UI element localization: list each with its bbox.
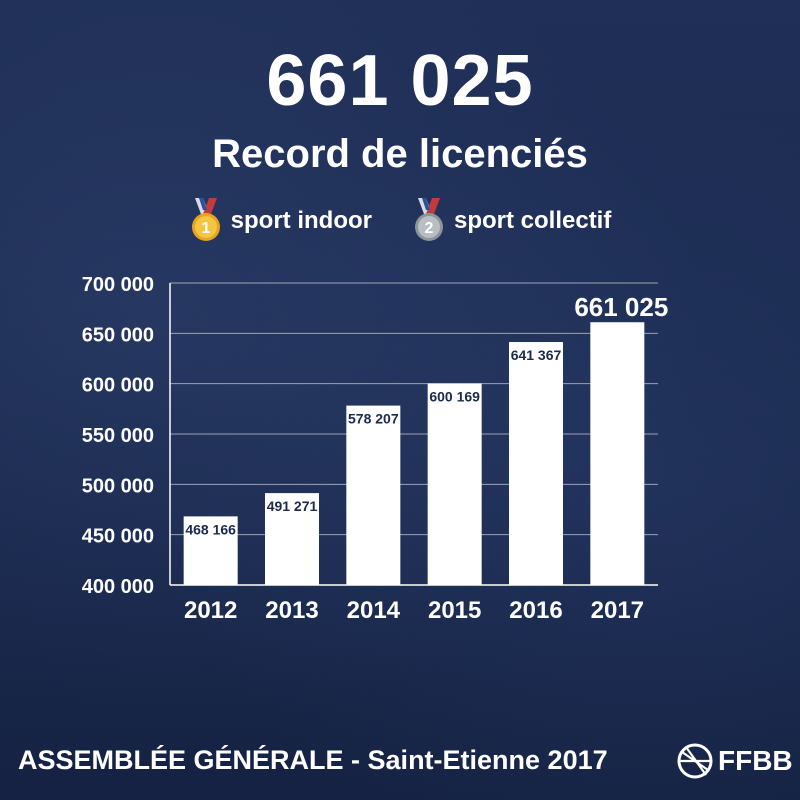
x-tick-label: 2013 [265, 597, 318, 624]
data-label: 578 207 [348, 411, 399, 427]
y-tick-label: 700 000 [82, 274, 154, 296]
medal-label-indoor: sport indoor [230, 207, 372, 234]
x-tick-label: 2016 [509, 597, 562, 624]
data-label: 661 025 [574, 292, 668, 322]
logo-text: FFBB [718, 745, 793, 776]
headline-number: 661 025 [266, 41, 534, 121]
y-tick-label: 600 000 [82, 375, 154, 397]
silver-medal-icon: 2 [414, 198, 443, 241]
medal-item-silver: 2 sport collectif [412, 198, 611, 244]
y-tick-label: 400 000 [82, 576, 154, 598]
y-tick-label: 450 000 [82, 526, 154, 548]
bar [183, 516, 238, 585]
medal-legend: 1 sport indoor 2 sport collectif [0, 198, 800, 244]
x-tick-label: 2015 [428, 597, 481, 624]
gold-medal-icon: 1 [191, 198, 220, 241]
footer-event-title: ASSEMBLÉE GÉNÉRALE - Saint-Etienne 2017 [18, 745, 608, 775]
data-label: 600 169 [429, 388, 480, 404]
y-tick-label: 550 000 [82, 425, 154, 447]
data-label: 641 367 [511, 347, 562, 363]
bar [509, 342, 563, 585]
bar [265, 493, 319, 585]
bar [427, 383, 482, 585]
basketball-icon [677, 743, 713, 779]
data-label: 491 271 [267, 498, 318, 514]
data-label: 468 166 [185, 521, 236, 537]
page-subtitle: Record de licenciés [212, 132, 588, 176]
x-tick-label: 2017 [591, 597, 644, 624]
medal-item-gold: 1 sport indoor [189, 198, 372, 244]
x-tick-label: 2014 [347, 597, 401, 624]
silver-medal-number: 2 [425, 220, 434, 237]
ffbb-logo: FFBB [676, 742, 793, 780]
gold-medal-number: 1 [201, 220, 210, 237]
y-tick-label: 500 000 [82, 475, 154, 497]
x-tick-label: 2012 [184, 597, 237, 624]
bar [590, 322, 645, 585]
medal-label-collectif: sport collectif [453, 207, 612, 234]
bar [346, 405, 401, 585]
y-tick-label: 650 000 [82, 324, 154, 346]
